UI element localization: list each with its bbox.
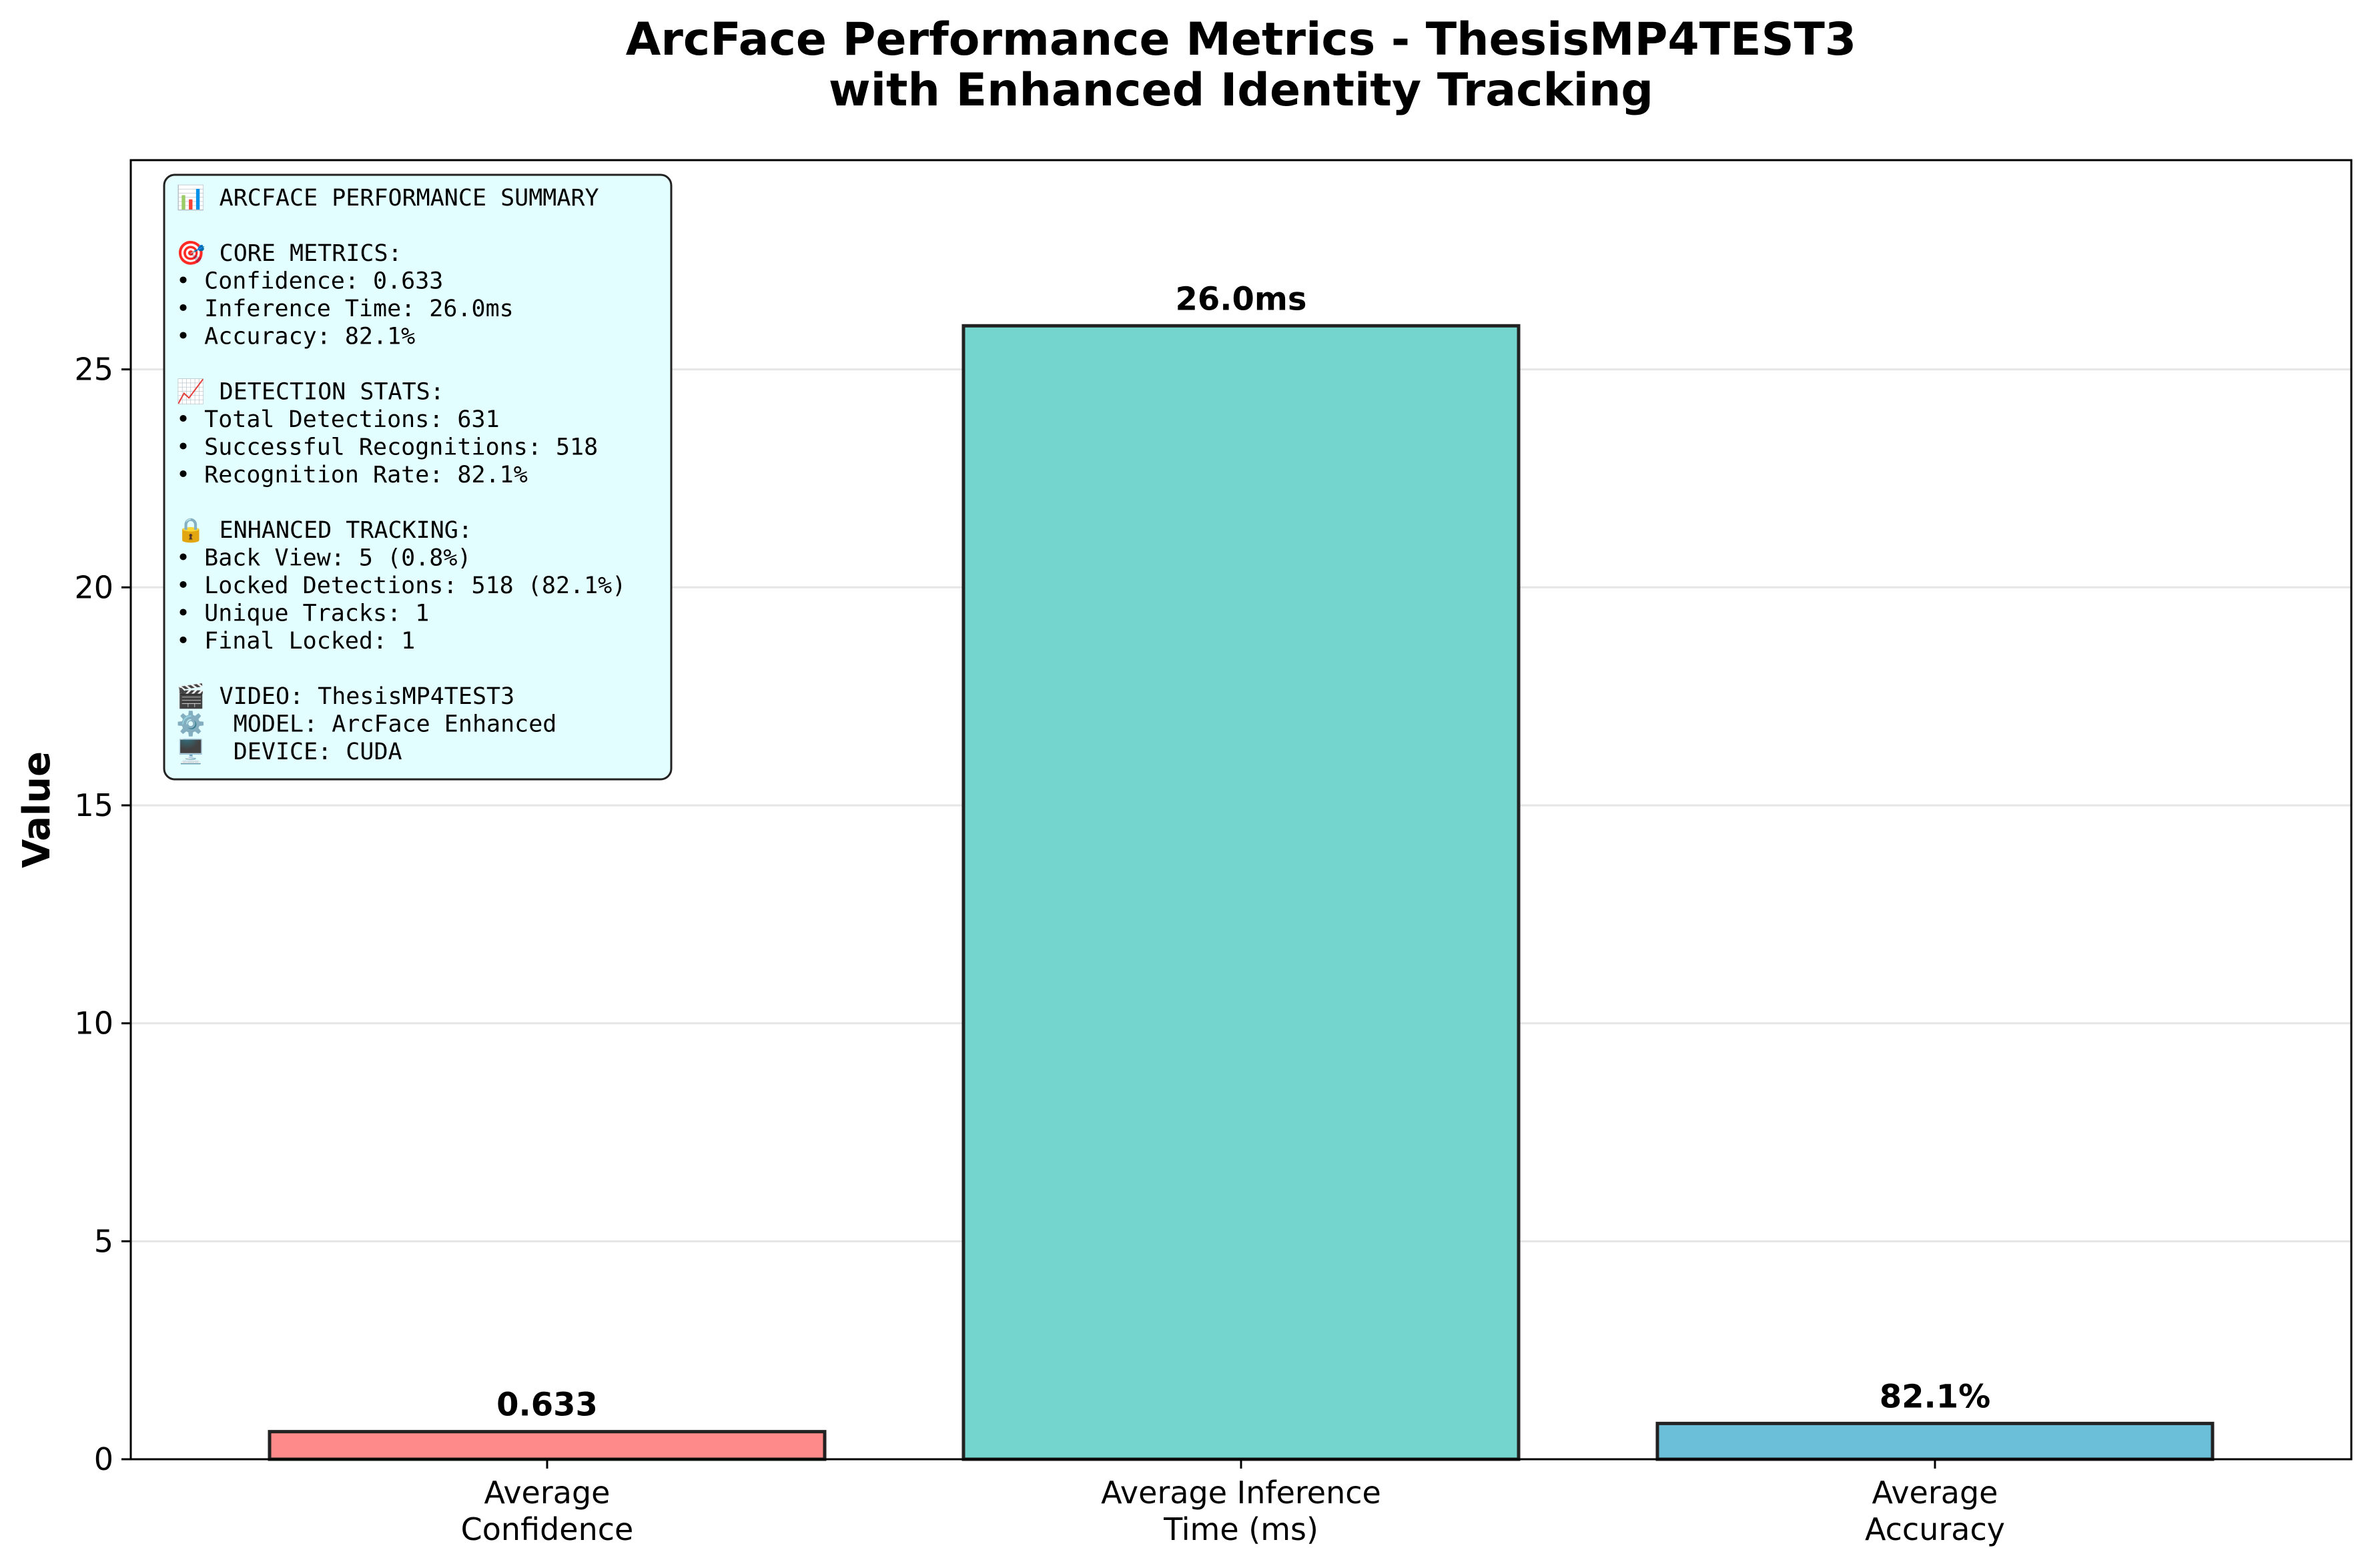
summary-line: 🖥️ DEVICE: CUDA — [176, 738, 402, 765]
summary-line: • Back View: 5 (0.8%) — [176, 545, 472, 572]
bar-value-label: 26.0ms — [1175, 280, 1306, 318]
x-tick-label: Accuracy — [1865, 1511, 2005, 1547]
summary-line: • Locked Detections: 518 (82.1%) — [176, 572, 626, 599]
chart-title-line: ArcFace Performance Metrics - ThesisMP4T… — [626, 13, 1857, 66]
summary-line: 🎯 CORE METRICS: — [176, 240, 402, 267]
y-tick-label: 0 — [94, 1441, 113, 1477]
x-tick-label: Average — [1872, 1475, 1998, 1511]
bar-value-label: 0.633 — [496, 1387, 598, 1424]
x-tick-label: Average — [484, 1475, 611, 1511]
summary-line: • Total Detections: 631 — [176, 406, 500, 433]
summary-line: ⚙️ MODEL: ArcFace Enhanced — [176, 711, 556, 738]
y-tick-label: 5 — [94, 1223, 113, 1259]
summary-box-background — [163, 173, 673, 781]
summary-line: 📊 ARCFACE PERFORMANCE SUMMARY — [176, 184, 599, 212]
bars — [268, 324, 2215, 1461]
summary-line: 🔒 ENHANCED TRACKING: — [176, 517, 472, 544]
bar — [1655, 1421, 2215, 1461]
chart-title-line: with Enhanced Identity Tracking — [829, 64, 1653, 117]
summary-line: 🎬 VIDEO: ThesisMP4TEST3 — [176, 683, 514, 710]
summary-line: • Confidence: 0.633 — [176, 268, 443, 295]
y-axis-label: Value — [15, 751, 59, 868]
summary-line: • Unique Tracks: 1 — [176, 601, 429, 627]
x-tick-label: Average Inference — [1101, 1475, 1381, 1511]
chart-title: ArcFace Performance Metrics - ThesisMP4T… — [626, 13, 1857, 117]
data-labels: 0.633 26.0ms 82.1% — [496, 280, 1990, 1423]
summary-line: • Accuracy: 82.1% — [176, 324, 415, 350]
summary-box: 📊 ARCFACE PERFORMANCE SUMMARY 🎯 CORE METR… — [163, 173, 673, 781]
bar-value-label: 82.1% — [1880, 1378, 1991, 1415]
x-tick-label: Confidence — [461, 1511, 634, 1547]
y-tick-label: 15 — [74, 787, 113, 823]
summary-line: • Inference Time: 26.0ms — [176, 296, 514, 322]
summary-line: 📈 DETECTION STATS: — [176, 378, 444, 406]
bar — [961, 324, 1521, 1461]
bar — [268, 1430, 827, 1461]
x-tick-label: Time (ms) — [1163, 1511, 1318, 1547]
summary-line: • Successful Recognitions: 518 — [176, 434, 598, 461]
y-tick-label: 10 — [74, 1006, 113, 1042]
y-tick-label: 25 — [74, 352, 113, 388]
summary-line: • Recognition Rate: 82.1% — [176, 462, 528, 488]
y-tick-label: 20 — [74, 569, 113, 605]
y-axis: 0 5 10 15 20 25 — [74, 352, 131, 1477]
summary-line: • Final Locked: 1 — [176, 628, 415, 655]
